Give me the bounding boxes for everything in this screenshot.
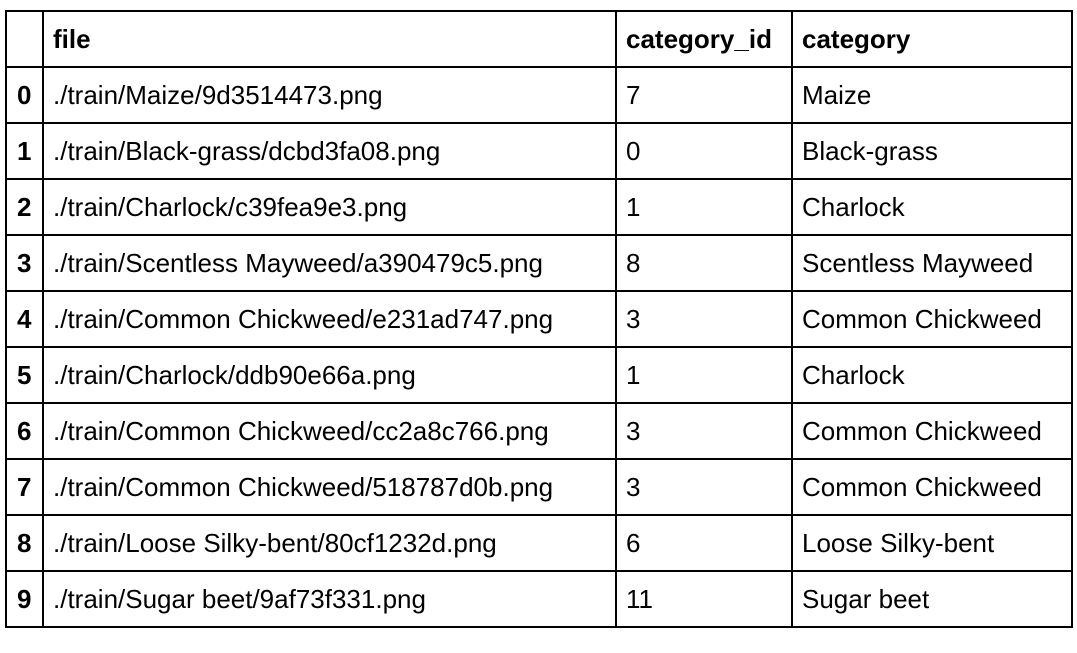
cell-category-id: 8	[615, 234, 793, 292]
table-row: 6 ./train/Common Chickweed/cc2a8c766.png 3…	[5, 402, 1073, 460]
cell-file: ./train/Charlock/c39fea9e3.png	[42, 178, 617, 236]
cell-category: Black-grass	[791, 122, 1073, 180]
row-index: 1	[5, 122, 44, 180]
table-header: file category_id category	[5, 10, 1073, 68]
cell-file: ./train/Scentless Mayweed/a390479c5.png	[42, 234, 617, 292]
cell-file: ./train/Sugar beet/9af73f331.png	[42, 570, 617, 628]
cell-category-id: 11	[615, 570, 793, 628]
table-row: 9 ./train/Sugar beet/9af73f331.png 11 Sugar…	[5, 570, 1073, 628]
row-index: 7	[5, 458, 44, 516]
table-body: 0 ./train/Maize/9d3514473.png 7 Maize 1 ./tra…	[5, 66, 1073, 628]
cell-category: Scentless Mayweed	[791, 234, 1073, 292]
cell-category: Common Chickweed	[791, 402, 1073, 460]
cell-file: ./train/Common Chickweed/518787d0b.png	[42, 458, 617, 516]
row-index: 8	[5, 514, 44, 572]
header-index	[5, 10, 44, 68]
cell-category-id: 6	[615, 514, 793, 572]
table-row: 2 ./train/Charlock/c39fea9e3.png 1 Charlock	[5, 178, 1073, 236]
row-index: 3	[5, 234, 44, 292]
cell-file: ./train/Charlock/ddb90e66a.png	[42, 346, 617, 404]
header-file: file	[42, 10, 617, 68]
cell-category: Sugar beet	[791, 570, 1073, 628]
cell-category-id: 3	[615, 458, 793, 516]
row-index: 0	[5, 66, 44, 124]
table-row: 7 ./train/Common Chickweed/518787d0b.png 3…	[5, 458, 1073, 516]
cell-category-id: 3	[615, 290, 793, 348]
row-index: 9	[5, 570, 44, 628]
dataframe-table: file category_id category 0 ./train/Maize…	[5, 10, 1073, 628]
cell-category-id: 3	[615, 402, 793, 460]
cell-file: ./train/Maize/9d3514473.png	[42, 66, 617, 124]
cell-category: Common Chickweed	[791, 290, 1073, 348]
table-row: 8 ./train/Loose Silky-bent/80cf1232d.png 6…	[5, 514, 1073, 572]
cell-category-id: 1	[615, 178, 793, 236]
table-row: 5 ./train/Charlock/ddb90e66a.png 1 Charlock	[5, 346, 1073, 404]
cell-category-id: 1	[615, 346, 793, 404]
cell-category: Charlock	[791, 346, 1073, 404]
cell-category-id: 0	[615, 122, 793, 180]
table-row: 1 ./train/Black-grass/dcbd3fa08.png 0 Black…	[5, 122, 1073, 180]
cell-file: ./train/Common Chickweed/e231ad747.png	[42, 290, 617, 348]
row-index: 4	[5, 290, 44, 348]
cell-category: Charlock	[791, 178, 1073, 236]
cell-category: Common Chickweed	[791, 458, 1073, 516]
table-row: 0 ./train/Maize/9d3514473.png 7 Maize	[5, 66, 1073, 124]
header-category-id: category_id	[615, 10, 793, 68]
cell-file: ./train/Common Chickweed/cc2a8c766.png	[42, 402, 617, 460]
cell-category: Loose Silky-bent	[791, 514, 1073, 572]
row-index: 6	[5, 402, 44, 460]
cell-file: ./train/Black-grass/dcbd3fa08.png	[42, 122, 617, 180]
cell-category-id: 7	[615, 66, 793, 124]
cell-category: Maize	[791, 66, 1073, 124]
row-index: 2	[5, 178, 44, 236]
header-row: file category_id category	[5, 10, 1073, 68]
table-row: 4 ./train/Common Chickweed/e231ad747.png 3…	[5, 290, 1073, 348]
header-category: category	[791, 10, 1073, 68]
cell-file: ./train/Loose Silky-bent/80cf1232d.png	[42, 514, 617, 572]
row-index: 5	[5, 346, 44, 404]
table-row: 3 ./train/Scentless Mayweed/a390479c5.png…	[5, 234, 1073, 292]
